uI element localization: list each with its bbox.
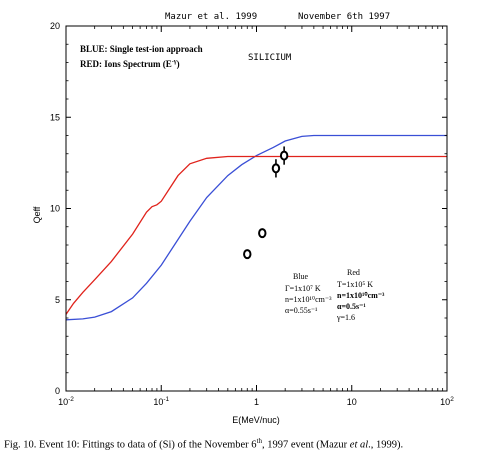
- params-red-line-3: α=0.5s⁻¹: [337, 302, 366, 311]
- params-blue-line-2: n=1x10¹⁰cm⁻³: [285, 295, 332, 304]
- data-point: [243, 249, 252, 260]
- params-red: Red T=1x10⁵ K n=1x10¹⁰cm⁻³ α=0.5s⁻¹ γ=1.…: [336, 268, 385, 322]
- x-tick-label: 10-1: [153, 396, 169, 407]
- params-red-line-2: n=1x10¹⁰cm⁻³: [337, 291, 385, 300]
- data-marker: [243, 249, 252, 260]
- params-red-line-1: T=1x10⁵ K: [337, 280, 373, 289]
- header-left: Mazur et al. 1999: [165, 12, 257, 22]
- x-tick-label: 10-2: [58, 396, 74, 407]
- y-tick-label: 5: [55, 295, 60, 305]
- y-tick-label: 0: [55, 386, 60, 396]
- x-axis-label: E(MeV/nuc): [232, 415, 280, 425]
- y-tick-label: 20: [50, 21, 60, 31]
- plot-frame: [65, 25, 448, 392]
- data-marker: [279, 150, 289, 161]
- legend-red: RED: Ions Spectrum (E-γ): [80, 59, 180, 69]
- data-point: [258, 228, 267, 239]
- params-red-line-4: γ=1.6: [336, 313, 355, 322]
- x-tick-label: 1: [254, 397, 259, 407]
- data-point: [271, 159, 281, 178]
- legend-blue: BLUE: Single test-ion approach: [80, 44, 203, 54]
- series-line-blue: [65, 134, 447, 321]
- axes: 0 5 10 15 20 10-2 10-1 1 10 102: [50, 21, 454, 407]
- data-marker: [271, 163, 281, 174]
- data-point: [279, 146, 289, 165]
- x-tick-label: 102: [440, 396, 454, 407]
- params-blue-line-3: α=0.55s⁻¹: [285, 306, 318, 315]
- curves: [65, 134, 447, 321]
- x-tick-label: 10: [347, 397, 357, 407]
- figure-caption: Fig. 10. Event 10: Fittings to data of (…: [4, 437, 404, 451]
- y-tick-label: 15: [50, 112, 60, 122]
- element-label: SILICIUM: [248, 53, 292, 63]
- data-marker: [258, 228, 267, 239]
- y-axis-label: Qeff: [32, 206, 42, 223]
- params-blue-line-1: Γ=1x10⁷ K: [285, 284, 321, 293]
- params-blue-title: Blue: [293, 272, 309, 281]
- header-right: November 6th 1997: [298, 12, 390, 22]
- data-points: [243, 146, 289, 260]
- y-tick-label: 10: [50, 204, 60, 214]
- params-red-title: Red: [347, 268, 360, 277]
- series-line-red: [65, 155, 447, 315]
- params-blue: Blue Γ=1x10⁷ K n=1x10¹⁰cm⁻³ α=0.55s⁻¹: [285, 272, 332, 315]
